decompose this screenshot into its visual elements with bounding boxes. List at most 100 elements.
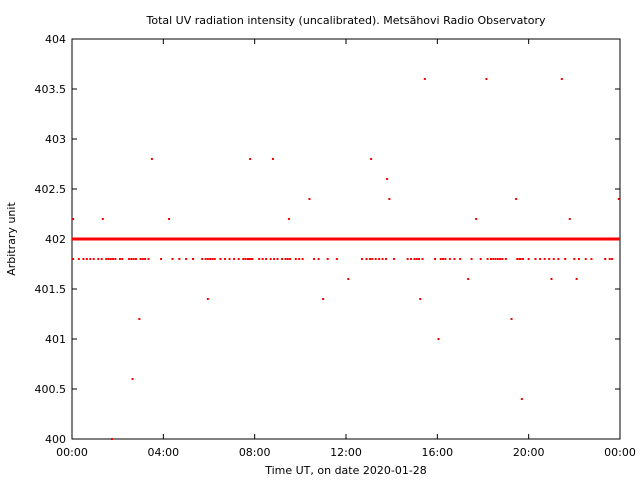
data-point [444, 258, 447, 260]
data-point [112, 258, 115, 260]
data-point [515, 198, 518, 200]
data-point [504, 258, 507, 260]
x-tick-label: 08:00 [239, 446, 271, 459]
y-axis: 400 400.5 401 401.5 402 402.5 403 403.5 404 [35, 33, 620, 446]
data-point [228, 258, 231, 260]
data-point [97, 258, 100, 260]
data-point [368, 258, 371, 260]
data-point [213, 258, 216, 260]
y-tick-label: 403 [45, 133, 66, 146]
data-point [289, 258, 292, 260]
data-point [89, 258, 92, 260]
data-point [486, 258, 489, 260]
data-point [107, 258, 110, 260]
data-point [410, 258, 413, 260]
data-point [258, 258, 261, 260]
data-point [301, 258, 304, 260]
data-point [171, 258, 174, 260]
data-point [557, 258, 560, 260]
data-point [421, 258, 424, 260]
data-point [147, 258, 150, 260]
x-tick-label: 00:00 [56, 446, 88, 459]
data-point [101, 218, 104, 220]
data-point [132, 258, 135, 260]
data-point [371, 258, 374, 260]
data-point [185, 258, 188, 260]
data-point [109, 258, 112, 260]
data-point [378, 258, 381, 260]
data-point [552, 258, 555, 260]
data-point [219, 258, 222, 260]
data-point [313, 258, 316, 260]
data-point [604, 258, 607, 260]
data-point [573, 258, 576, 260]
data-point [273, 258, 276, 260]
data-point [131, 378, 134, 380]
data-point [82, 258, 85, 260]
data-point [434, 258, 437, 260]
y-tick-label: 402 [45, 233, 66, 246]
data-point [317, 258, 320, 260]
data-point [246, 258, 249, 260]
data-point [608, 258, 611, 260]
data-point [298, 258, 301, 260]
data-point [110, 438, 113, 440]
data-point [448, 258, 451, 260]
scatter-points [72, 78, 620, 440]
data-point [211, 258, 214, 260]
data-point [335, 258, 338, 260]
data-point [365, 258, 368, 260]
data-point [381, 258, 384, 260]
data-point [261, 258, 264, 260]
data-point [223, 258, 226, 260]
y-tick-label: 400.5 [35, 383, 67, 396]
data-point [534, 258, 537, 260]
data-point [271, 158, 274, 160]
data-point [138, 318, 141, 320]
data-point [160, 258, 163, 260]
data-point [128, 258, 131, 260]
y-tick-label: 400 [45, 433, 66, 446]
data-point [360, 258, 363, 260]
data-point [479, 258, 482, 260]
data-point [308, 198, 311, 200]
data-point [249, 258, 252, 260]
data-point [406, 258, 409, 260]
data-point [516, 258, 519, 260]
data-point [139, 258, 142, 260]
data-point [130, 258, 133, 260]
data-point [286, 258, 289, 260]
data-point [287, 218, 290, 220]
data-point [510, 318, 513, 320]
data-point [437, 338, 440, 340]
x-tick-label: 20:00 [513, 446, 545, 459]
data-point [442, 258, 445, 260]
data-point [281, 258, 284, 260]
data-point [134, 258, 137, 260]
data-point [374, 258, 377, 260]
x-tick-label: 12:00 [330, 446, 362, 459]
x-axis: 00:00 04:00 08:00 12:00 16:00 20:00 00:00 [56, 39, 636, 459]
data-point [326, 258, 329, 260]
data-point [192, 258, 195, 260]
x-tick-label: 04:00 [147, 446, 179, 459]
data-point [492, 258, 495, 260]
data-point [527, 258, 530, 260]
data-point [284, 258, 287, 260]
data-point [386, 178, 389, 180]
data-point [392, 258, 395, 260]
data-point [201, 258, 204, 260]
data-point [121, 258, 124, 260]
data-point [204, 258, 207, 260]
data-point [209, 258, 212, 260]
data-point [519, 258, 522, 260]
data-point [419, 298, 422, 300]
data-point [611, 258, 614, 260]
data-point [141, 258, 144, 260]
data-point [249, 158, 252, 160]
data-point [499, 258, 502, 260]
data-point [276, 258, 279, 260]
data-point [247, 258, 250, 260]
data-point [178, 258, 181, 260]
data-point [548, 258, 551, 260]
